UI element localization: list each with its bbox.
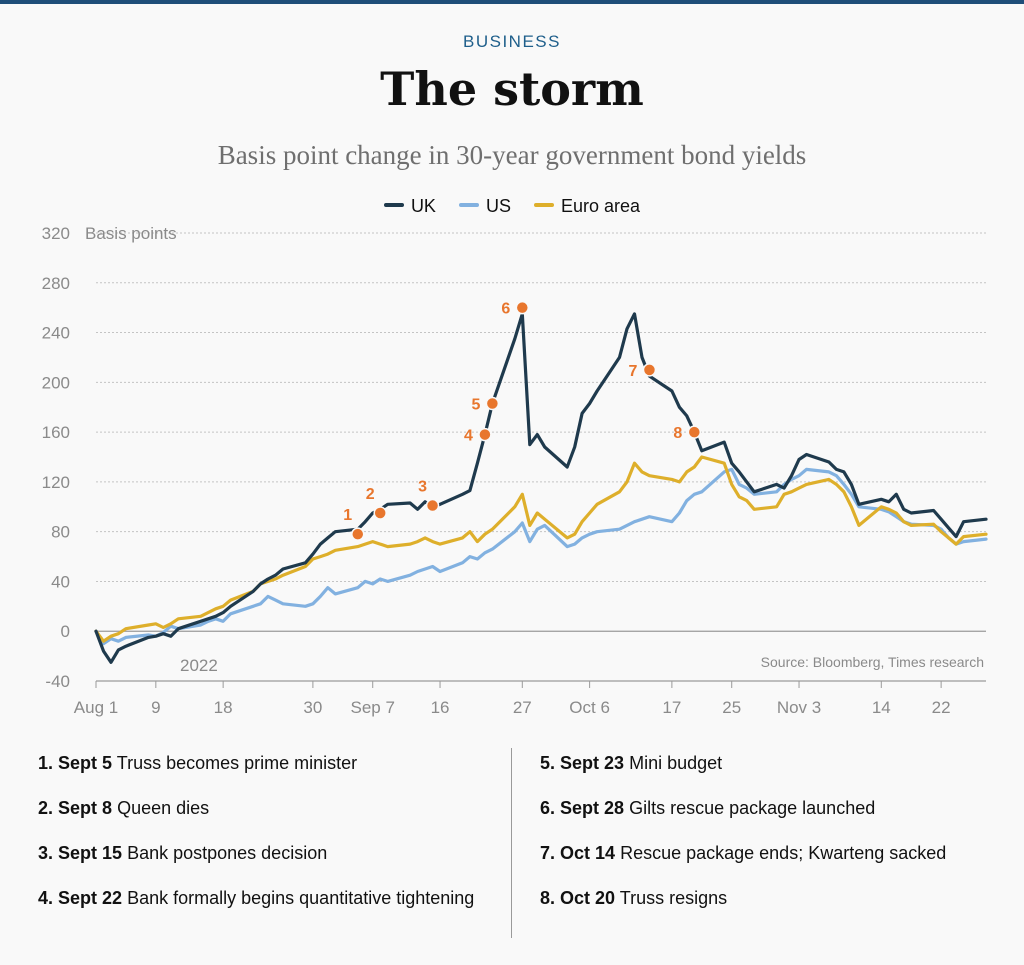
- event-marker: [478, 427, 492, 442]
- legend-label-uk: UK: [410, 196, 436, 216]
- chart-subtitle: Basis point change in 30-year government…: [217, 140, 807, 170]
- note-date: Sept 23: [560, 753, 625, 773]
- series-line-us: [94, 467, 988, 646]
- note-item: 4. Sept 22 Bank formally begins quantita…: [38, 883, 478, 913]
- event-marker-label: 3: [418, 479, 427, 496]
- x-tick-label: Aug 1: [74, 698, 118, 717]
- x-tick-label: 17: [662, 698, 681, 717]
- legend-item-euro: Euro area: [534, 196, 640, 217]
- note-number: 7.: [540, 843, 556, 863]
- legend-item-uk: UK: [383, 196, 436, 217]
- headline: The storm: [380, 62, 644, 116]
- section-kicker: BUSINESS: [463, 32, 561, 51]
- note-number: 5.: [540, 753, 556, 773]
- event-marker: [373, 506, 387, 520]
- note-text: Truss becomes prime minister: [116, 753, 358, 773]
- note-number: 8.: [540, 888, 556, 908]
- note-date: Oct 20: [560, 888, 616, 908]
- y-tick-label: 200: [42, 373, 70, 392]
- event-marker-label: 1: [343, 507, 352, 524]
- event-marker-label: 4: [464, 428, 473, 445]
- legend-item-us: US: [458, 196, 511, 217]
- note-text: Bank postpones decision: [127, 843, 328, 863]
- note-item: 3. Sept 15 Bank postpones decision: [38, 838, 478, 868]
- x-tick-label: 30: [303, 698, 322, 717]
- note-item: 7. Oct 14 Rescue package ends; Kwarteng …: [540, 838, 1000, 868]
- legend-swatch-euro: [534, 203, 554, 208]
- x-tick-label: 16: [431, 698, 450, 717]
- note-text: Gilts rescue package launched: [629, 798, 876, 818]
- year-label: 2022: [180, 656, 218, 675]
- note-number: 1.: [38, 753, 54, 773]
- x-tick-label: 22: [932, 698, 951, 717]
- note-date: Sept 15: [58, 843, 123, 863]
- event-marker: [351, 527, 365, 541]
- note-text: Truss resigns: [619, 888, 728, 908]
- note-number: 2.: [38, 798, 54, 818]
- event-marker-label: 7: [629, 363, 638, 380]
- x-tick-label: 18: [214, 698, 233, 717]
- note-text: Mini budget: [629, 753, 723, 773]
- y-tick-label: -40: [45, 672, 70, 691]
- y-tick-label: 320: [42, 224, 70, 243]
- x-tick-label: 14: [872, 698, 891, 717]
- note-text: Rescue package ends; Kwarteng sacked: [620, 843, 947, 863]
- x-tick-label: 9: [151, 698, 160, 717]
- event-marker: [485, 396, 500, 411]
- note-item: 8. Oct 20 Truss resigns: [540, 883, 1000, 913]
- note-date: Sept 22: [58, 888, 123, 908]
- line-chart: -40 0 40 80 120 160 200 240 280 320 Basis points Au…: [42, 224, 988, 717]
- notes-column-right: 5. Sept 23 Mini budget 6. Sept 28 Gilts …: [540, 748, 1000, 928]
- chart-legend: UK US Euro area: [0, 196, 1024, 217]
- x-tick-label: Nov 3: [777, 698, 821, 717]
- note-date: Oct 14: [560, 843, 616, 863]
- legend-swatch-uk: [383, 203, 404, 208]
- y-tick-label: 240: [42, 324, 70, 343]
- event-marker: [642, 363, 657, 377]
- note-item: 1. Sept 5 Truss becomes prime minister: [38, 748, 478, 778]
- y-tick-label: 120: [42, 473, 70, 492]
- event-notes: 1. Sept 5 Truss becomes prime minister 2…: [0, 748, 1024, 948]
- series-line-uk: [94, 312, 988, 664]
- event-marker-label: 8: [673, 425, 682, 442]
- note-number: 6.: [540, 798, 556, 818]
- event-marker-label: 2: [366, 486, 375, 503]
- event-marker: [515, 300, 530, 315]
- x-tick-label: 27: [513, 698, 532, 717]
- x-tick-label: Oct 6: [569, 698, 610, 717]
- y-tick-label: 40: [51, 572, 70, 591]
- event-marker-label: 5: [471, 396, 480, 413]
- x-tick-label: Sep 7: [351, 698, 395, 717]
- notes-divider: [511, 748, 512, 938]
- note-item: 2. Sept 8 Queen dies: [38, 793, 478, 823]
- event-marker: [425, 498, 440, 513]
- note-date: Sept 8: [58, 798, 113, 818]
- notes-column-left: 1. Sept 5 Truss becomes prime minister 2…: [38, 748, 478, 928]
- note-number: 3.: [38, 843, 54, 863]
- y-axis-title: Basis points: [85, 224, 177, 243]
- x-tick-label: 25: [722, 698, 741, 717]
- top-rule: [0, 0, 1024, 4]
- source-note: Source: Bloomberg, Times research: [761, 654, 984, 670]
- note-item: 6. Sept 28 Gilts rescue package launched: [540, 793, 1000, 823]
- note-text: Queen dies: [117, 798, 210, 818]
- y-tick-label: 160: [42, 423, 70, 442]
- series-line-euro-area: [94, 455, 988, 643]
- y-tick-label: 80: [51, 523, 70, 542]
- note-text: Bank formally begins quantitative tighte…: [127, 888, 475, 908]
- legend-label-us: US: [485, 196, 511, 216]
- event-marker: [687, 425, 702, 439]
- legend-swatch-us: [458, 203, 479, 208]
- y-tick-label: 0: [61, 622, 70, 641]
- note-number: 4.: [38, 888, 54, 908]
- event-marker-label: 6: [501, 301, 510, 318]
- legend-label-euro: Euro area: [561, 196, 641, 216]
- y-tick-label: 280: [42, 274, 70, 293]
- note-date: Sept 28: [560, 798, 625, 818]
- note-item: 5. Sept 23 Mini budget: [540, 748, 1000, 778]
- note-date: Sept 5: [58, 753, 113, 773]
